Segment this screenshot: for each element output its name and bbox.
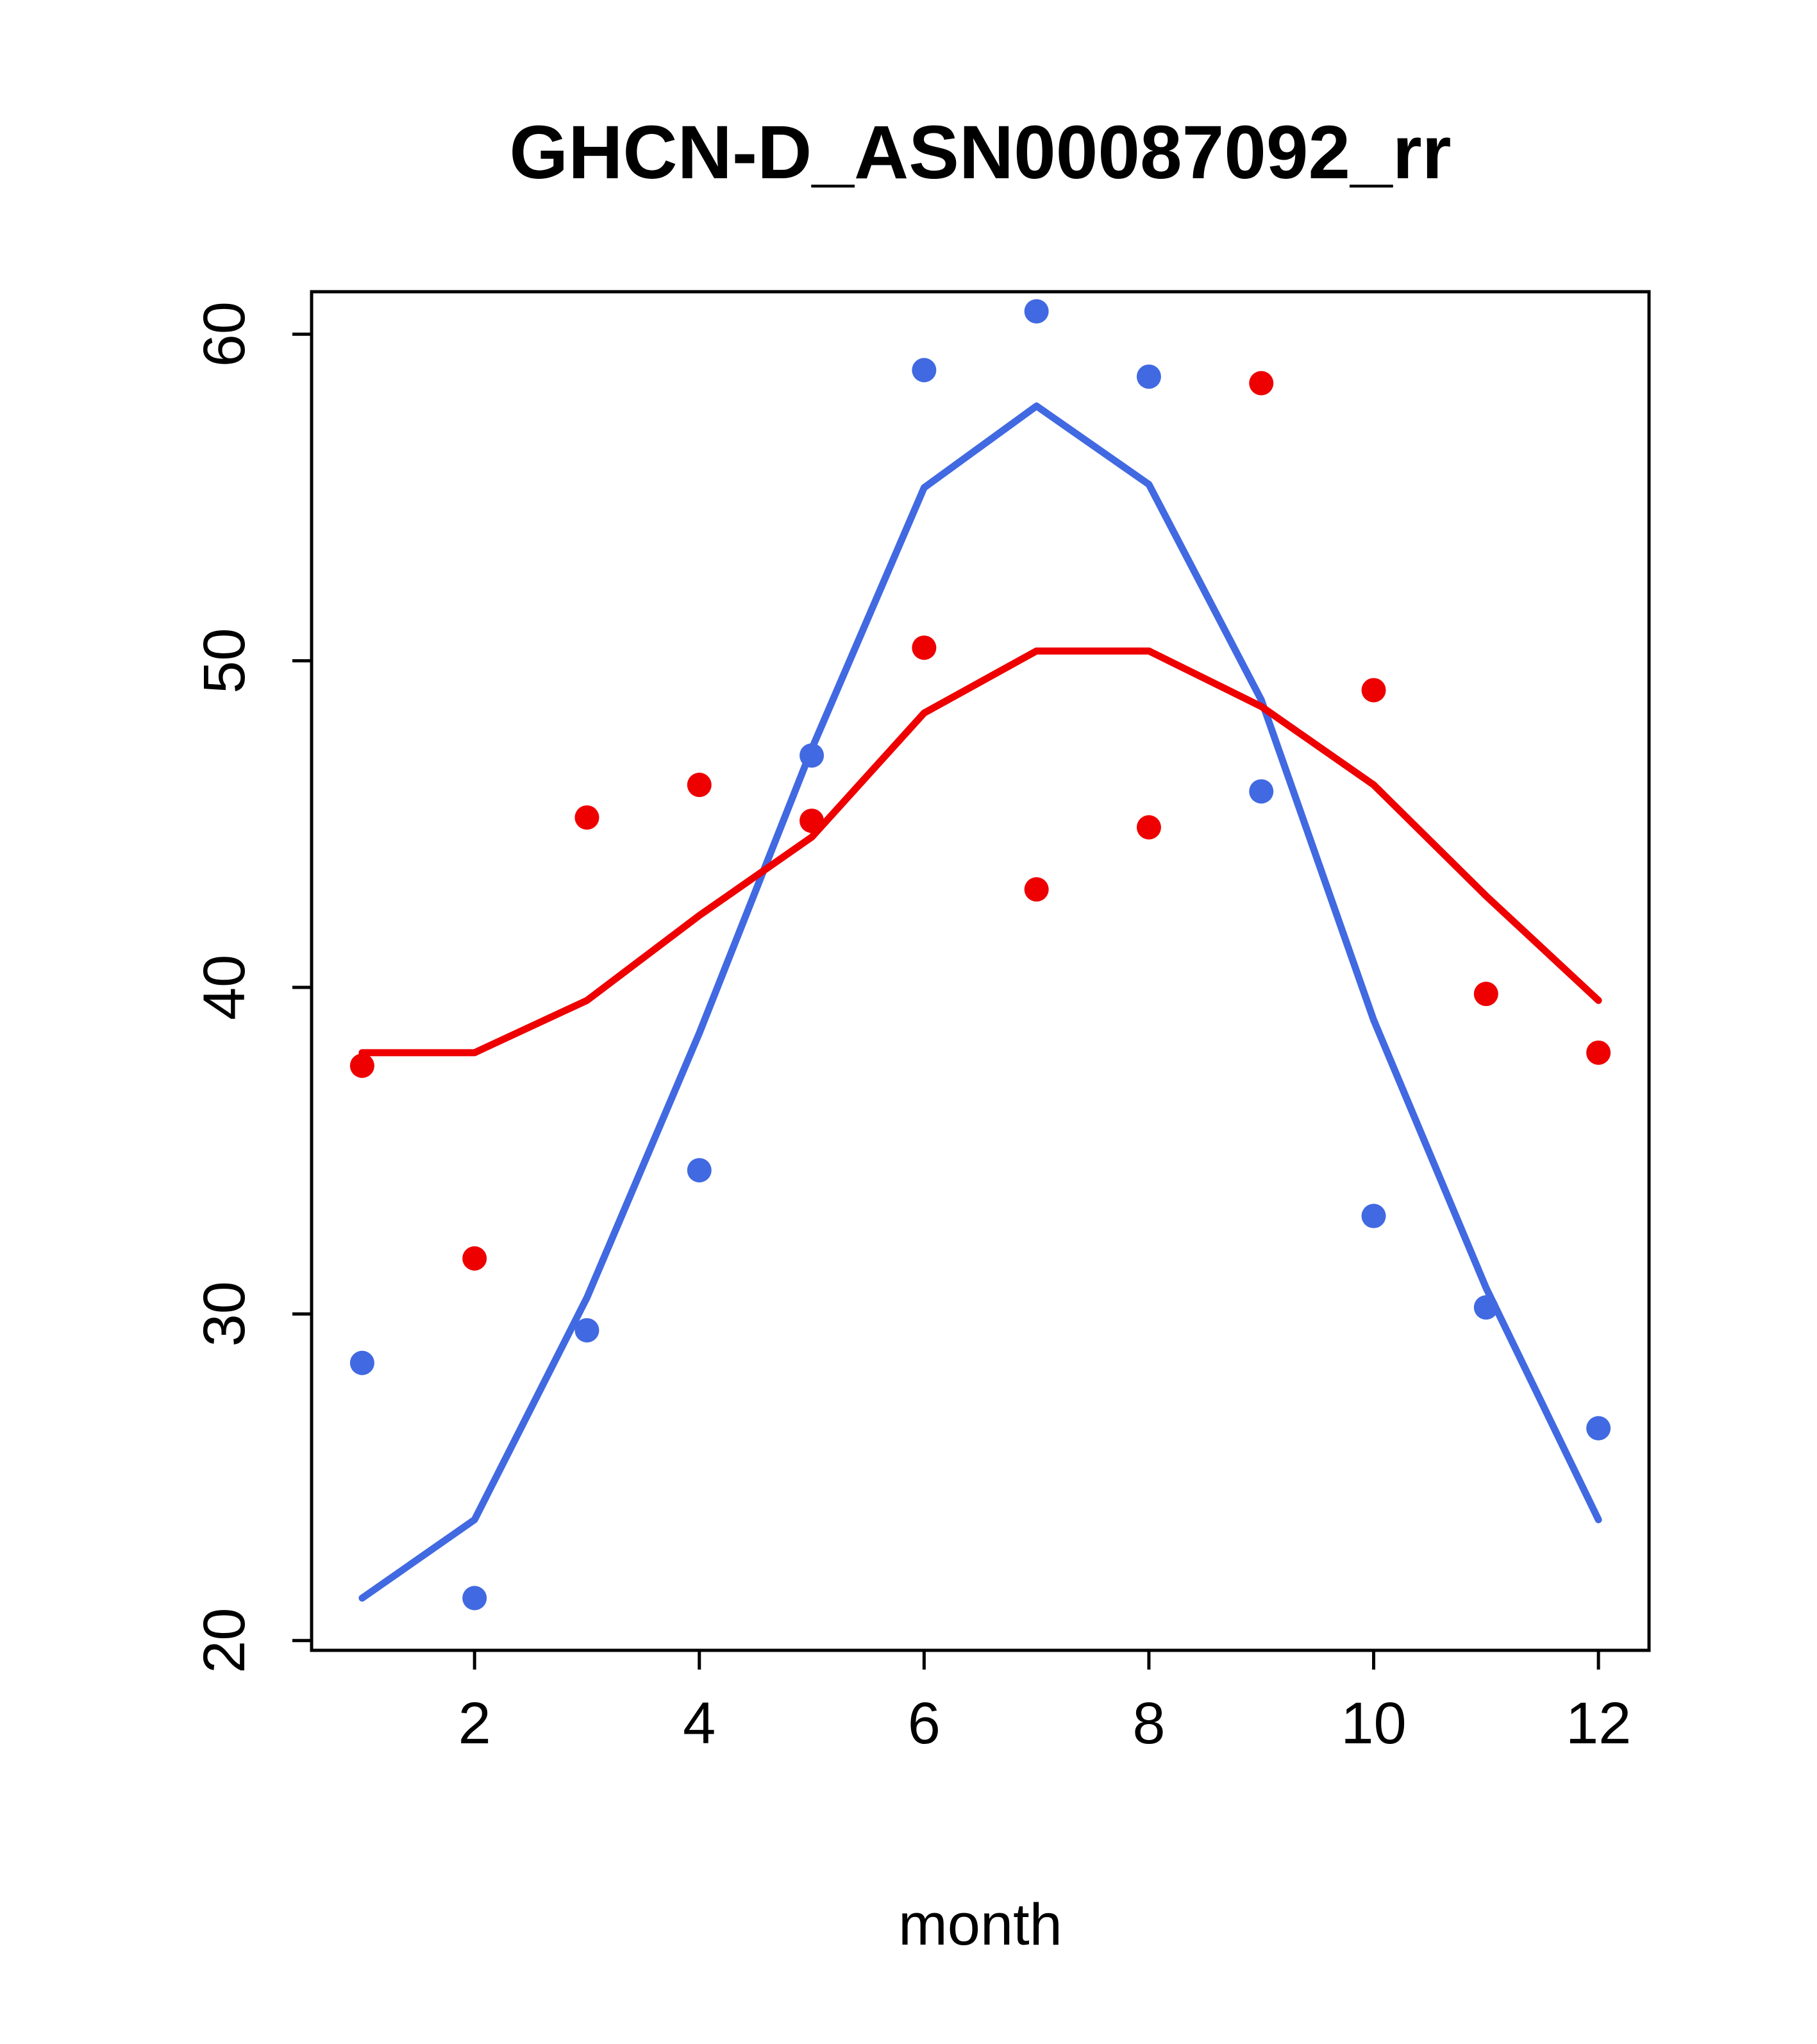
data-point-blue-points — [462, 1586, 487, 1611]
data-point-red-points — [1361, 678, 1386, 703]
data-point-red-points — [574, 805, 599, 830]
data-point-red-points — [1136, 815, 1161, 840]
red-smooth-line — [358, 647, 1602, 1057]
data-point-blue-points — [1361, 1203, 1386, 1228]
x-tick-label: 2 — [458, 1691, 491, 1756]
blue-smooth-line — [358, 402, 1602, 1602]
data-point-red-points — [462, 1246, 487, 1271]
data-point-red-points — [687, 773, 712, 798]
y-tick-label: 60 — [192, 301, 257, 367]
y-tick-label: 40 — [192, 955, 257, 1020]
plot-border — [310, 290, 1651, 1652]
data-point-blue-points — [1136, 364, 1161, 389]
x-tick-label: 6 — [908, 1691, 941, 1756]
x-axis-label: month — [898, 1892, 1062, 1957]
x-tick-label: 10 — [1341, 1691, 1406, 1756]
data-point-red-points — [912, 635, 937, 660]
data-point-blue-points — [687, 1158, 712, 1183]
data-point-red-points — [1249, 371, 1274, 396]
y-tick-label: 30 — [192, 1281, 257, 1346]
data-point-red-points — [1586, 1040, 1611, 1065]
data-point-red-points — [349, 1053, 374, 1078]
data-point-blue-points — [912, 358, 937, 383]
x-tick-label: 8 — [1132, 1691, 1165, 1756]
data-point-blue-points — [1024, 299, 1049, 324]
data-point-blue-points — [349, 1350, 374, 1375]
x-tick-label: 12 — [1566, 1691, 1631, 1756]
data-point-blue-points — [1249, 779, 1274, 804]
data-point-blue-points — [574, 1318, 599, 1343]
x-tick-label: 4 — [683, 1691, 716, 1756]
data-point-red-points — [1473, 982, 1498, 1007]
y-tick-label: 20 — [192, 1608, 257, 1673]
y-tick-label: 50 — [192, 628, 257, 693]
data-point-blue-points — [1586, 1416, 1611, 1441]
data-point-red-points — [1024, 877, 1049, 902]
chart-title: GHCN-D_ASN00087092_rr — [509, 110, 1452, 195]
